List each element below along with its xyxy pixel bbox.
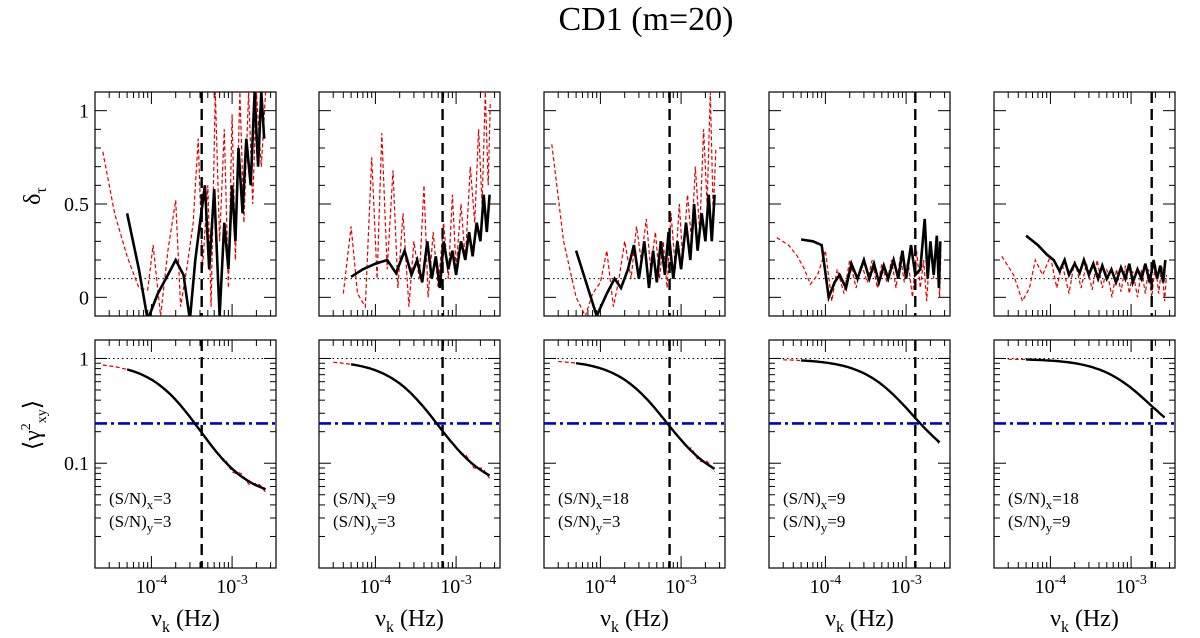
series-red xyxy=(558,360,716,472)
figure-title: CD1 (m=20) xyxy=(559,1,734,38)
series-black xyxy=(800,218,942,303)
plot-frame xyxy=(318,339,501,569)
plot-frame xyxy=(318,91,501,317)
panel-4: (S/N)x=9(S/N)y=9 10-4 10-3 νk (Hz) xyxy=(768,91,951,636)
series-red xyxy=(776,237,942,302)
panel-3: (S/N)x=18(S/N)y=3 10-4 10-3 νk (Hz) xyxy=(543,91,726,636)
annotation: (S/N)x=9(S/N)y=9 xyxy=(783,489,845,535)
svg-text:⟨γ2xy⟩: ⟨γ2xy⟩ xyxy=(19,400,50,450)
top-plot xyxy=(543,91,726,317)
annotation-line-2: (S/N)y=9 xyxy=(783,512,845,535)
series-red xyxy=(551,92,717,316)
bottom-plot: (S/N)x=18(S/N)y=9 xyxy=(993,339,1176,569)
x-tick-label: 10-3 xyxy=(665,573,697,598)
bottom-plot: (S/N)x=18(S/N)y=3 xyxy=(543,339,726,569)
x-axis-label: νk (Hz) xyxy=(375,606,444,636)
x-tick-label: 10-4 xyxy=(136,573,168,598)
y-axis-label-top: δτ xyxy=(20,187,50,205)
series-black xyxy=(350,194,491,289)
plot-frame xyxy=(768,91,951,317)
series-red xyxy=(1008,358,1165,418)
x-tick-label: 10-3 xyxy=(1115,573,1147,598)
series-red xyxy=(102,364,267,493)
y-tick-label: 0.5 xyxy=(64,194,89,216)
top-plot: 00.51 xyxy=(64,91,277,317)
svg-text:δτ: δτ xyxy=(20,187,50,205)
y-tick-label: 0 xyxy=(79,287,89,309)
series-red xyxy=(333,361,491,479)
x-axis-label: νk (Hz) xyxy=(600,606,669,636)
plot-frame xyxy=(768,339,951,569)
top-plot xyxy=(318,91,501,317)
annotation-line-2: (S/N)y=3 xyxy=(333,512,395,535)
annotation: (S/N)x=9(S/N)y=3 xyxy=(333,489,395,535)
annotation-line-1: (S/N)x=3 xyxy=(109,489,171,512)
plot-frame xyxy=(993,91,1176,317)
annotation-line-1: (S/N)x=18 xyxy=(558,489,629,512)
bottom-plot: (S/N)x=9(S/N)y=9 xyxy=(768,339,951,569)
x-axis-label: νk (Hz) xyxy=(1050,606,1119,636)
top-plot xyxy=(768,91,951,317)
x-tick-label: 10-4 xyxy=(810,573,842,598)
panel-2: (S/N)x=9(S/N)y=3 10-4 10-3 νk (Hz) xyxy=(318,91,501,636)
annotation-line-1: (S/N)x=9 xyxy=(783,489,845,512)
x-tick-label: 10-4 xyxy=(360,573,392,598)
annotation-line-1: (S/N)x=9 xyxy=(333,489,395,512)
series-black xyxy=(1025,234,1167,288)
annotation-line-2: (S/N)y=3 xyxy=(558,512,620,535)
x-axis-label: νk (Hz) xyxy=(825,606,894,636)
top-plot xyxy=(993,91,1176,317)
bottom-plot: 0.1 1 (S/N)x=3(S/N)y=3 xyxy=(64,339,277,569)
panel-grid: 00.510.11(S/N)x=3(S/N)y=310-4 10-3νk (Hz)… xyxy=(64,91,1176,636)
series-black xyxy=(125,92,266,316)
annotation: (S/N)x=18(S/N)y=9 xyxy=(1008,489,1079,535)
series-black xyxy=(801,359,941,444)
y-tick-label: 0.1 xyxy=(64,453,89,475)
plot-frame xyxy=(993,339,1176,569)
x-axis-label: νk (Hz) xyxy=(151,606,220,636)
y-axis-label-bottom: ⟨γ2xy⟩ xyxy=(19,400,50,450)
plot-frame xyxy=(94,339,277,569)
plot-frame xyxy=(543,339,726,569)
y-tick-label: 1 xyxy=(79,348,89,370)
annotation-line-2: (S/N)y=9 xyxy=(1008,512,1070,535)
annotation: (S/N)x=3(S/N)y=3 xyxy=(109,489,171,535)
series-black xyxy=(1026,358,1166,419)
annotation-line-1: (S/N)x=18 xyxy=(1008,489,1079,512)
x-tick-label: 10-3 xyxy=(216,573,248,598)
series-black xyxy=(575,362,716,470)
series-black xyxy=(126,368,266,491)
series-black xyxy=(350,363,491,477)
y-tick-label: 1 xyxy=(79,101,89,123)
annotation: (S/N)x=18(S/N)y=3 xyxy=(558,489,629,535)
panel-5: (S/N)x=18(S/N)y=9 10-4 10-3 νk (Hz) xyxy=(993,91,1176,636)
series-red xyxy=(342,92,491,309)
bottom-plot: (S/N)x=9(S/N)y=3 xyxy=(318,339,501,569)
annotation-line-2: (S/N)y=3 xyxy=(109,512,171,535)
x-tick-label: 10-3 xyxy=(440,573,472,598)
x-tick-label: 10-4 xyxy=(1035,573,1067,598)
x-tick-label: 10-4 xyxy=(585,573,617,598)
x-tick-label: 10-3 xyxy=(890,573,922,598)
series-black xyxy=(574,194,716,316)
panel-1: 00.510.11(S/N)x=3(S/N)y=310-4 10-3νk (Hz) xyxy=(64,91,277,636)
